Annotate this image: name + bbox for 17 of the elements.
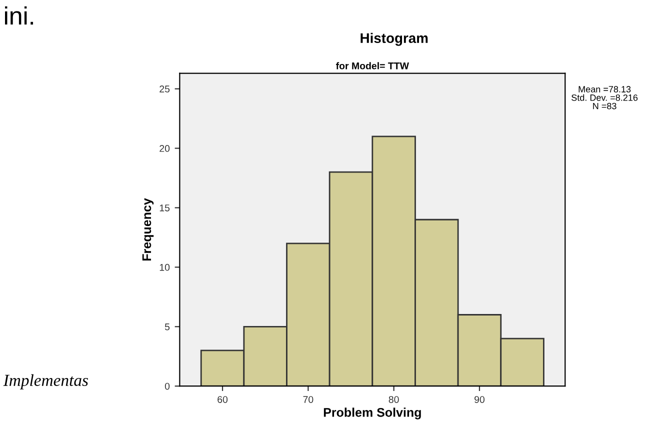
x-tick-label: 80	[388, 396, 399, 403]
text: ini.	[5, 6, 34, 25]
y-tick-label: 10	[160, 264, 170, 271]
x-tick-label: 70	[303, 396, 314, 403]
text: Implementas	[3, 374, 88, 390]
chart-subtitle: for Model= TTW	[336, 62, 409, 70]
y-tick-label: 20	[160, 145, 170, 152]
y-tick-label: 5	[164, 323, 170, 330]
y-axis-title: Frequency	[142, 198, 154, 260]
x-tick-label: 90	[474, 396, 485, 403]
chart-title: Histogram	[360, 32, 428, 46]
y-tick-label: 25	[160, 86, 170, 92]
y-tick-label: 0	[164, 382, 170, 390]
x-axis-title: Problem Solving	[324, 408, 421, 420]
y-tick-label: 15	[160, 204, 170, 212]
x-tick-label: 60	[218, 396, 228, 403]
text: Mean =78.13 Std. Dev. =8.216 N =83	[572, 86, 638, 110]
